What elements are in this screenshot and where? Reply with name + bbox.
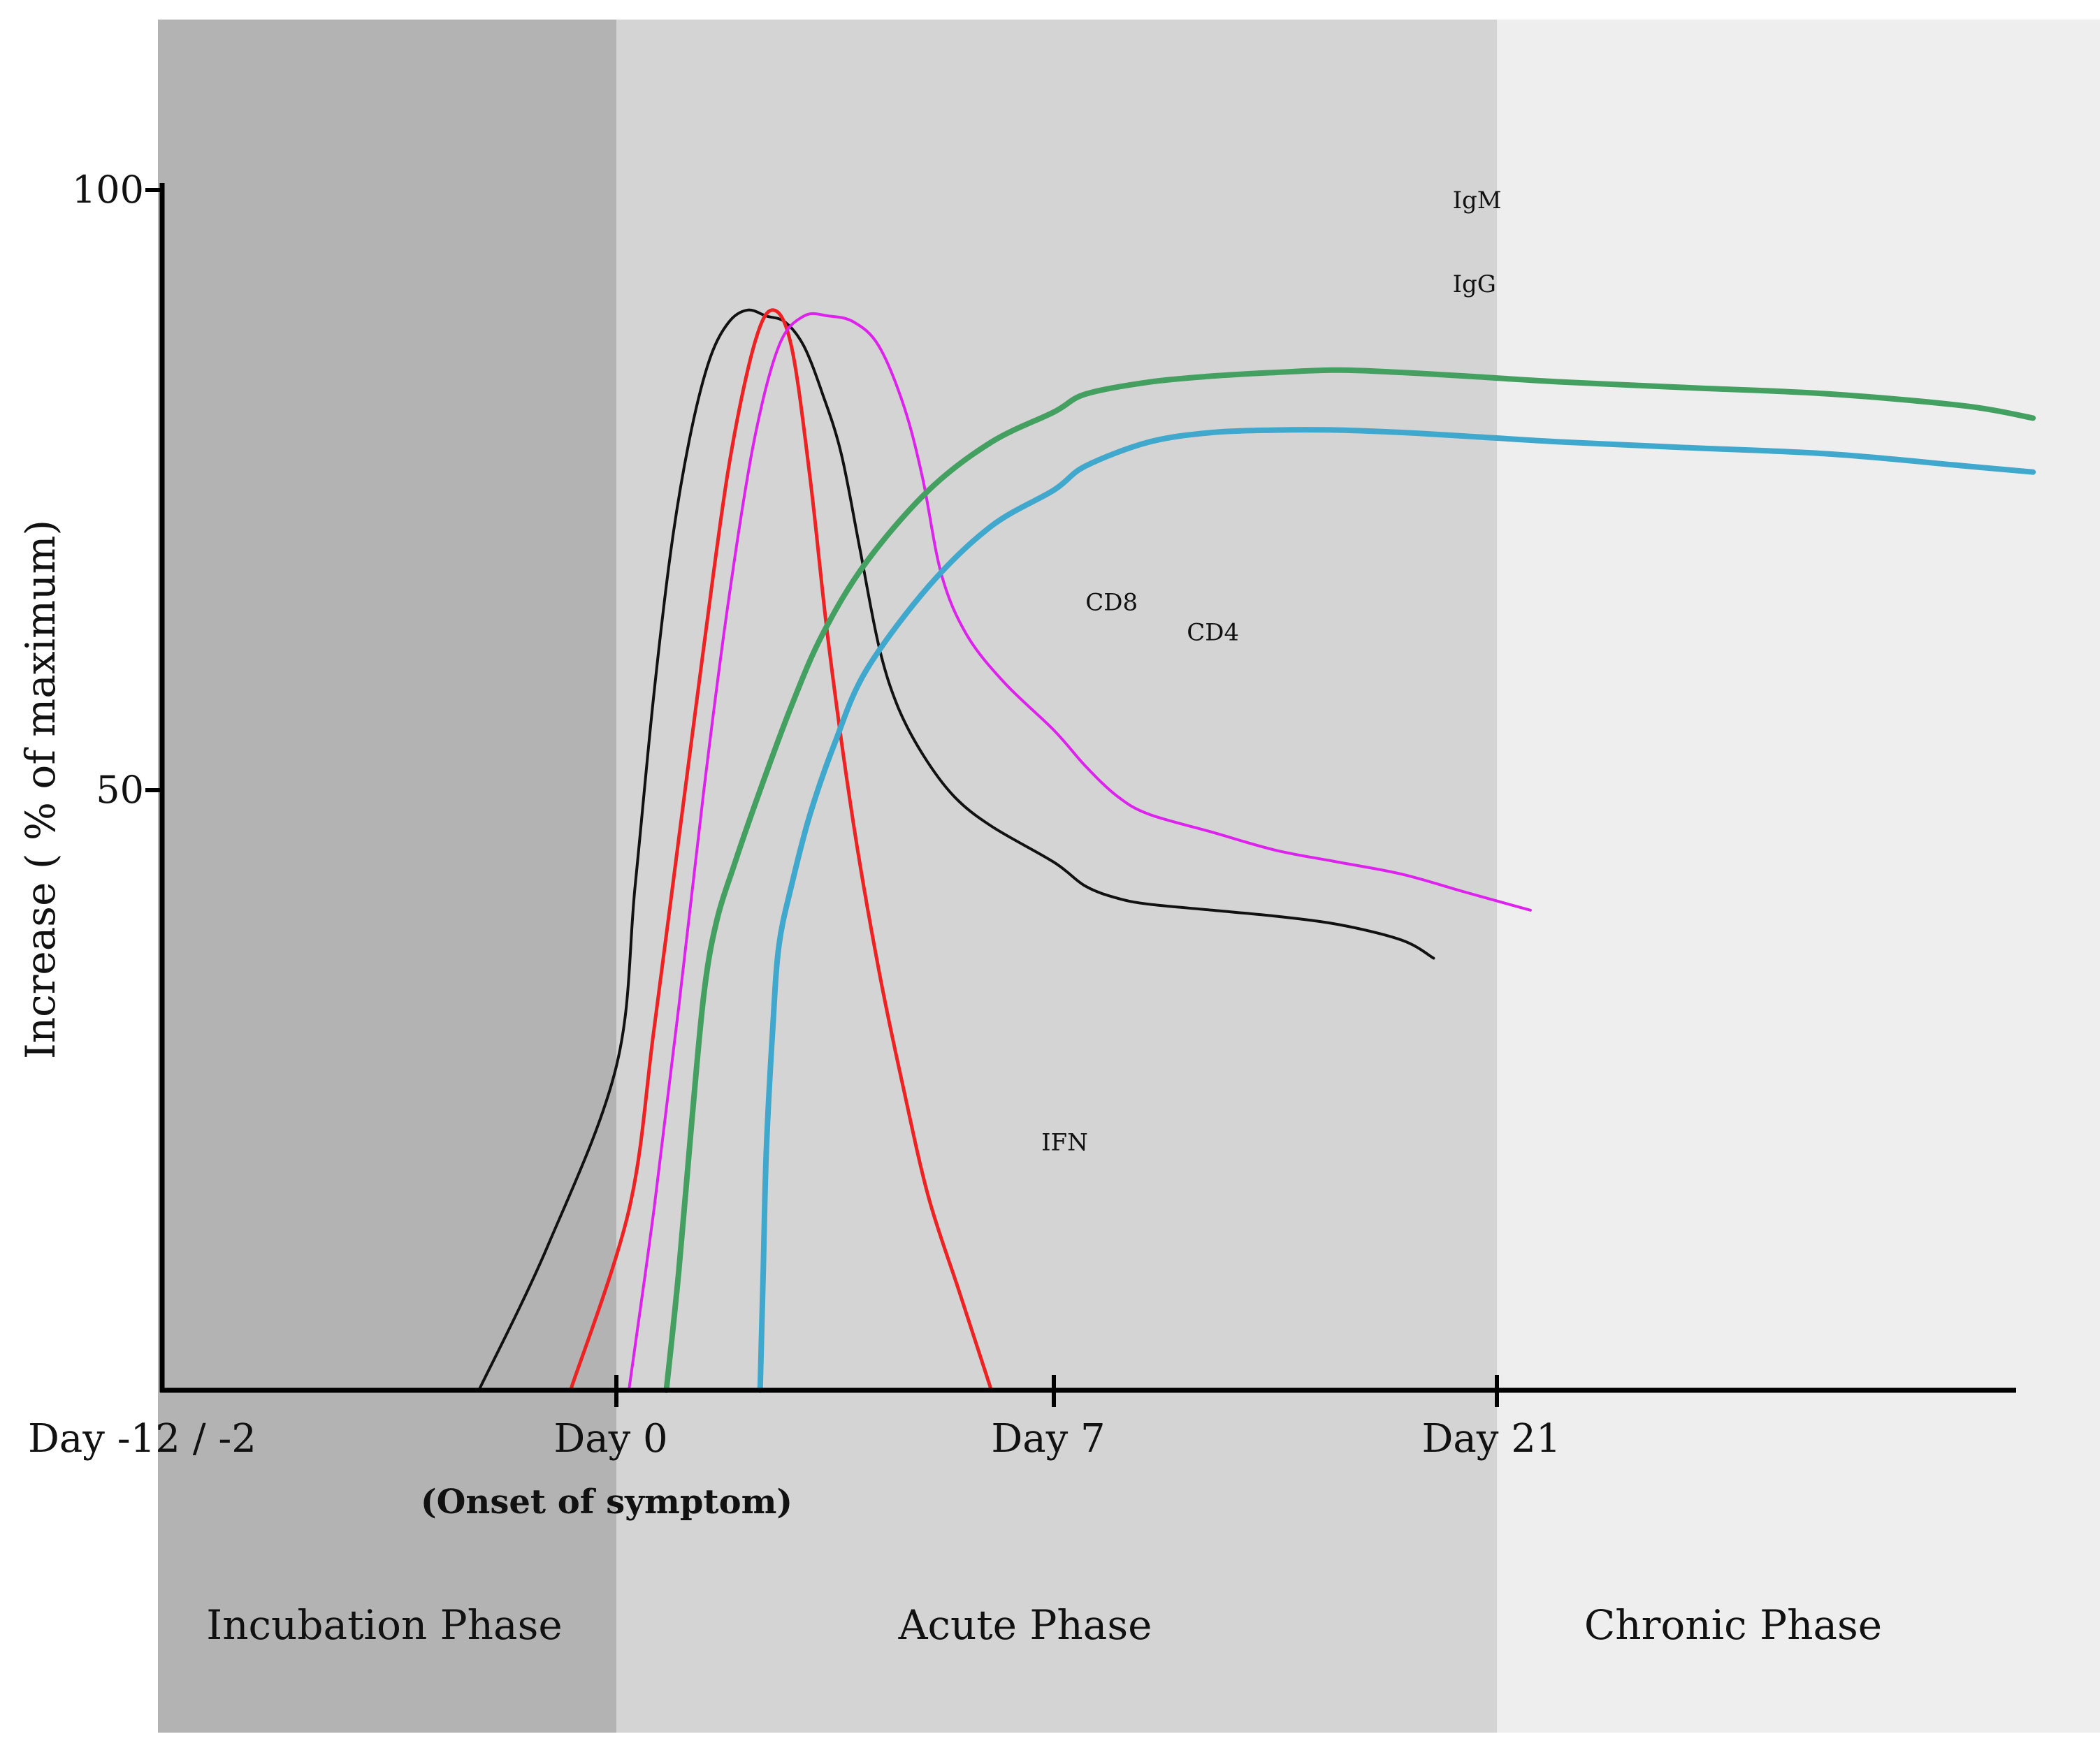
series-label-cd8: CD8: [1085, 588, 1138, 616]
y-ticks: 50 100: [72, 168, 164, 812]
series-group: [477, 308, 2036, 1393]
phase-band-incubation-phase: [158, 20, 616, 1733]
phase-bands: [158, 20, 2100, 1733]
series-label-cd4: CD4: [1187, 618, 1239, 646]
series-line-igm: [663, 367, 2036, 1393]
phase-band-acute-phase: [616, 20, 1497, 1733]
x-ticks: Day -12 / -2 Day 0 Day 7 Day 21 (Onset of sy…: [28, 1375, 1560, 1522]
phase-band-chronic-phase: [1497, 20, 2100, 1733]
x-tick-label-day-7: Day 7: [991, 1416, 1105, 1462]
x-tick-sublabel-onset: (Onset of symptom): [421, 1483, 792, 1522]
y-axis-title: Increase ( % of maximum): [17, 520, 64, 1059]
x-tick-label-day-0: Day 0: [553, 1416, 667, 1462]
y-tick-label-100: 100: [72, 168, 144, 212]
phase-labels: Incubation Phase Acute Phase Chronic Phase: [206, 1601, 1882, 1649]
series-line-cd8: [477, 308, 1435, 1392]
series-label-igg: IgG: [1453, 270, 1496, 298]
series-line-ifn: [568, 308, 994, 1392]
phase-label-acute-phase: Acute Phase: [898, 1601, 1152, 1649]
y-tick-label-50: 50: [96, 768, 144, 812]
series-label-igm: IgM: [1453, 187, 1502, 214]
x-tick-label-day-12-2: Day -12 / -2: [28, 1416, 256, 1462]
series-label-ifn: IFN: [1041, 1128, 1088, 1156]
series-line-cd4: [627, 312, 1532, 1392]
phase-label-incubation-phase: Incubation Phase: [206, 1601, 562, 1649]
axes: [159, 183, 2016, 1393]
series-labels: CD8 IFN CD4 IgM IgG: [1041, 187, 1502, 1157]
series-line-igg: [757, 427, 2036, 1393]
x-tick-label-day-21: Day 21: [1422, 1416, 1561, 1462]
phase-label-chronic-phase: Chronic Phase: [1584, 1601, 1882, 1649]
